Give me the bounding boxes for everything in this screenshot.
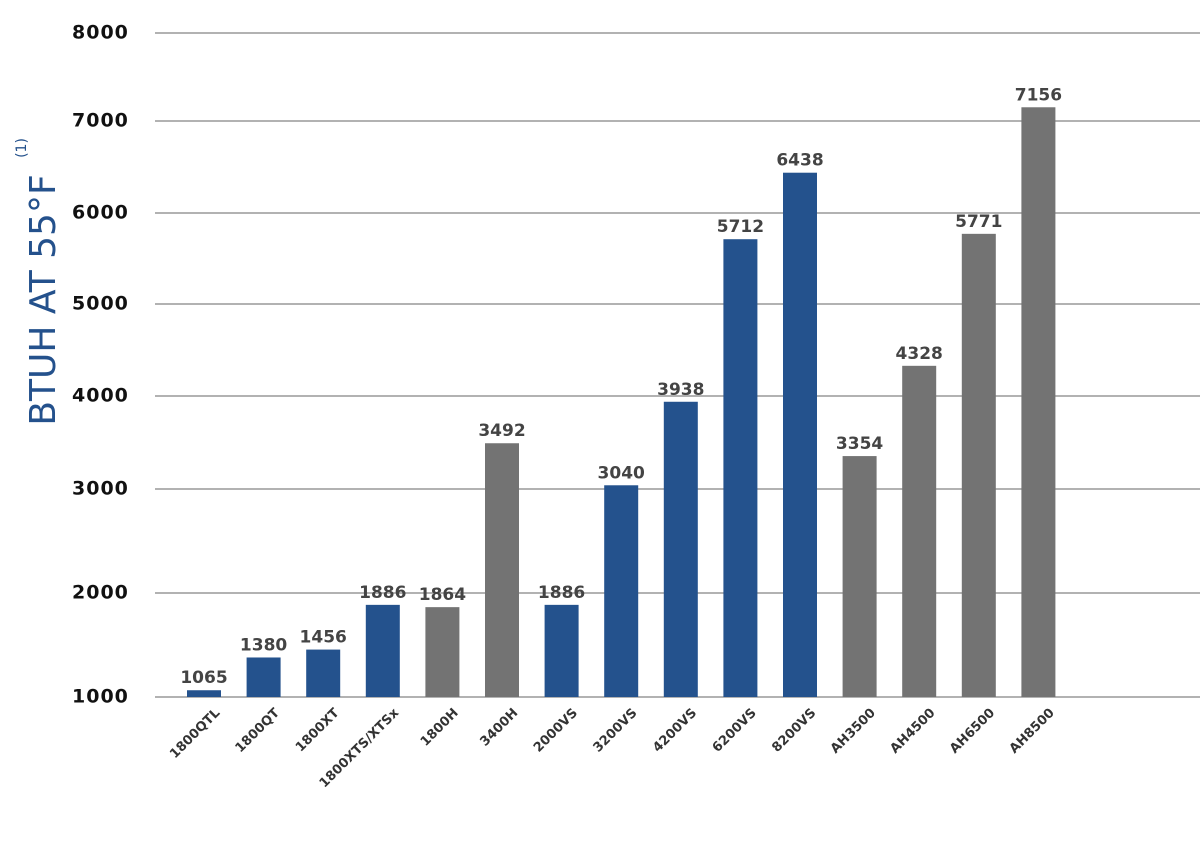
bar <box>485 443 519 697</box>
bar <box>306 649 341 697</box>
y-tick-label: 3000 <box>72 478 129 500</box>
value-label: 3492 <box>478 421 525 441</box>
value-label: 4328 <box>896 344 943 364</box>
bar <box>544 604 579 697</box>
x-tick-label: 1800H <box>418 706 462 750</box>
bar <box>961 233 996 698</box>
y-tick-label: 8000 <box>72 22 129 44</box>
x-tick-label: AH8500 <box>1007 706 1058 757</box>
value-label: 3040 <box>598 463 645 483</box>
x-tick-label: 3200VS <box>591 706 641 756</box>
value-label: 5771 <box>955 212 1002 232</box>
y-tick-label: 1000 <box>72 686 129 708</box>
x-tick-label: 4200VS <box>650 706 700 756</box>
x-tick-label: 2000VS <box>531 706 581 756</box>
value-label: 3938 <box>657 380 704 400</box>
bar <box>604 485 639 697</box>
bar <box>842 456 877 697</box>
value-label: 1886 <box>359 583 406 603</box>
y-tick-label: 5000 <box>72 293 129 315</box>
x-tick-label: 6200VS <box>710 706 760 756</box>
y-tick-label: 4000 <box>72 385 129 407</box>
bar <box>187 690 221 697</box>
bar <box>365 604 400 697</box>
x-tick-label: 8200VS <box>769 706 819 756</box>
x-tick-label: 1800QTL <box>167 706 223 762</box>
x-tick-label: 1800XT <box>293 706 343 756</box>
y-tick-label: 7000 <box>72 110 129 132</box>
y-tick-label: 6000 <box>72 202 129 224</box>
value-label: 6438 <box>776 151 823 171</box>
bar <box>723 239 758 697</box>
value-label: 1886 <box>538 583 585 603</box>
value-label: 7156 <box>1015 85 1062 105</box>
y-axis-label: BTUH AT 55°F <box>23 174 64 425</box>
bar <box>663 401 698 697</box>
x-tick-label: AH3500 <box>828 706 879 757</box>
x-tick-label: AH6500 <box>947 706 998 757</box>
y-tick-label: 2000 <box>72 582 129 604</box>
value-label: 1456 <box>300 628 347 648</box>
x-tick-label: AH4500 <box>888 706 939 757</box>
y-axis-label-note: (1) <box>14 138 30 158</box>
bar <box>425 607 460 697</box>
x-tick-label: 3400H <box>477 706 521 750</box>
value-label: 3354 <box>836 434 883 454</box>
bar <box>1021 107 1056 698</box>
bar <box>902 365 937 697</box>
value-label: 1380 <box>240 635 287 655</box>
value-label: 1065 <box>180 668 227 688</box>
value-label: 5712 <box>717 217 764 237</box>
bar <box>246 657 281 697</box>
x-tick-label: 1800QT <box>233 706 283 756</box>
bar <box>783 172 817 698</box>
value-label: 1864 <box>419 585 466 605</box>
